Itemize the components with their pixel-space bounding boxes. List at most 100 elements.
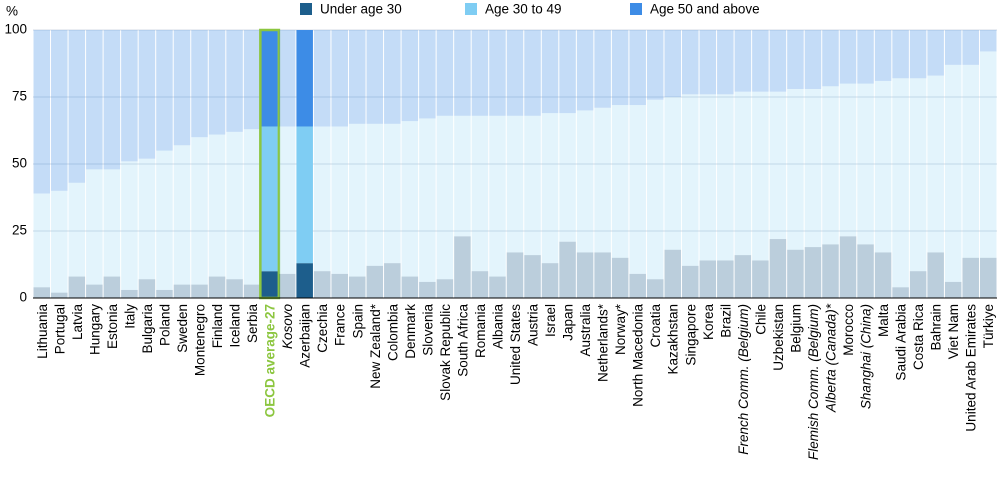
bar-segment: [331, 30, 348, 127]
bar-segment: [769, 91, 787, 240]
x-tick-label: Serbia: [245, 304, 260, 344]
x-tick-label: Shanghai (China): [859, 304, 874, 409]
x-tick-label: Croatia: [648, 304, 663, 348]
x-tick-label: Spain: [350, 304, 365, 339]
bar-segment: [436, 115, 454, 280]
bar-segment: [962, 64, 979, 258]
x-tick-label: Hungary: [87, 304, 102, 355]
bar-segment: [839, 30, 857, 84]
bar-segment: [471, 30, 489, 116]
x-tick-label: Türkiye: [981, 304, 996, 348]
bar-segment: [594, 30, 611, 108]
bar-segment: [401, 276, 419, 298]
bar-segment: [278, 273, 296, 298]
bar-segment: [979, 30, 997, 52]
bar-segment: [489, 115, 506, 277]
bar-segment: [682, 30, 699, 95]
bar-segment: [962, 257, 979, 298]
bar-segment: [331, 273, 348, 298]
bar-segment: [261, 271, 278, 298]
x-tick-label: United Arab Emirates: [964, 304, 979, 432]
bar-segment: [471, 115, 489, 272]
x-tick-label: Latvia: [70, 304, 85, 341]
bar-segment: [559, 113, 576, 242]
bar-segment: [208, 134, 226, 277]
bar-segment: [454, 236, 471, 298]
bar-segment: [857, 244, 874, 298]
x-tick-label: French Comm. (Belgium): [736, 304, 751, 455]
bar-segment: [68, 182, 86, 277]
bar-segment: [979, 51, 997, 258]
bar-segment: [506, 252, 524, 298]
bar-segment: [103, 169, 121, 277]
bar-segment: [156, 289, 173, 298]
y-tick-label: 50: [12, 156, 27, 171]
bar-segment: [524, 30, 541, 116]
bar-segment: [156, 150, 173, 290]
x-tick-label: Flemish Comm. (Belgium): [806, 304, 821, 460]
bar-segment: [51, 30, 68, 191]
bar-segment: [611, 30, 629, 106]
bar-segment: [559, 30, 576, 114]
x-tick-label: Albania: [490, 304, 505, 350]
bar-segment: [489, 276, 506, 298]
bar-segment: [962, 30, 979, 65]
x-tick-label: Azerbaijan: [298, 304, 313, 368]
bar-segment: [646, 99, 664, 280]
bar-segment: [857, 83, 874, 245]
bar-segment: [874, 252, 892, 298]
x-tick-label: Morocco: [841, 304, 856, 356]
bar-segment: [594, 252, 611, 298]
y-tick-label: 75: [12, 89, 27, 104]
x-tick-label: Estonia: [105, 304, 120, 350]
bar-segment: [191, 30, 208, 138]
bar-segment: [191, 284, 208, 298]
bar-segment: [822, 86, 839, 245]
x-tick-label: Singapore: [683, 304, 698, 366]
x-tick-label: South Africa: [455, 304, 470, 377]
legend-swatch: [465, 3, 477, 15]
x-tick-label: Finland: [210, 304, 225, 348]
bar-segment: [226, 131, 243, 280]
bar-segment: [874, 80, 892, 253]
x-tick-label: Alberta (Canada)*: [823, 303, 838, 413]
bar-segment: [699, 260, 717, 298]
bar-segment: [699, 30, 717, 95]
bar-segment: [822, 30, 839, 87]
bar-segment: [734, 91, 752, 256]
x-tick-label: Romania: [473, 304, 488, 359]
bar-segment: [384, 263, 401, 298]
bar-segment: [384, 123, 401, 264]
x-tick-label: Japan: [561, 304, 576, 341]
bar-segment: [769, 30, 787, 92]
bar-segment: [261, 30, 278, 127]
x-tick-label: France: [333, 304, 348, 346]
x-tick-label: Bahrain: [929, 304, 944, 351]
x-tick-label: Costa Rica: [911, 304, 926, 371]
x-tick-label: Brazil: [718, 304, 733, 338]
x-tick-label: Norway*: [613, 303, 628, 355]
bar-segment: [138, 158, 156, 280]
x-tick-label: Korea: [701, 304, 716, 341]
bar-segment: [121, 161, 138, 290]
x-tick-label: Belgium: [788, 304, 803, 353]
x-tick-label: Chile: [753, 304, 768, 335]
bar-segment: [664, 97, 682, 250]
bar-segment: [506, 115, 524, 253]
bar-segment: [419, 118, 436, 282]
bar-segment: [909, 271, 927, 298]
bar-segment: [629, 273, 646, 298]
bar-segment: [296, 30, 313, 127]
bar-segment: [173, 30, 191, 146]
bar-segment: [366, 30, 384, 124]
x-tick-label: Bulgaria: [140, 304, 155, 354]
bar-segment: [524, 255, 541, 298]
bar-segment: [892, 78, 909, 288]
bar-segment: [33, 30, 51, 194]
bar-segment: [419, 30, 436, 119]
bar-segment: [839, 83, 857, 237]
bar-segment: [927, 252, 944, 298]
x-tick-label: Lithuania: [35, 304, 50, 359]
bar-segment: [208, 276, 226, 298]
